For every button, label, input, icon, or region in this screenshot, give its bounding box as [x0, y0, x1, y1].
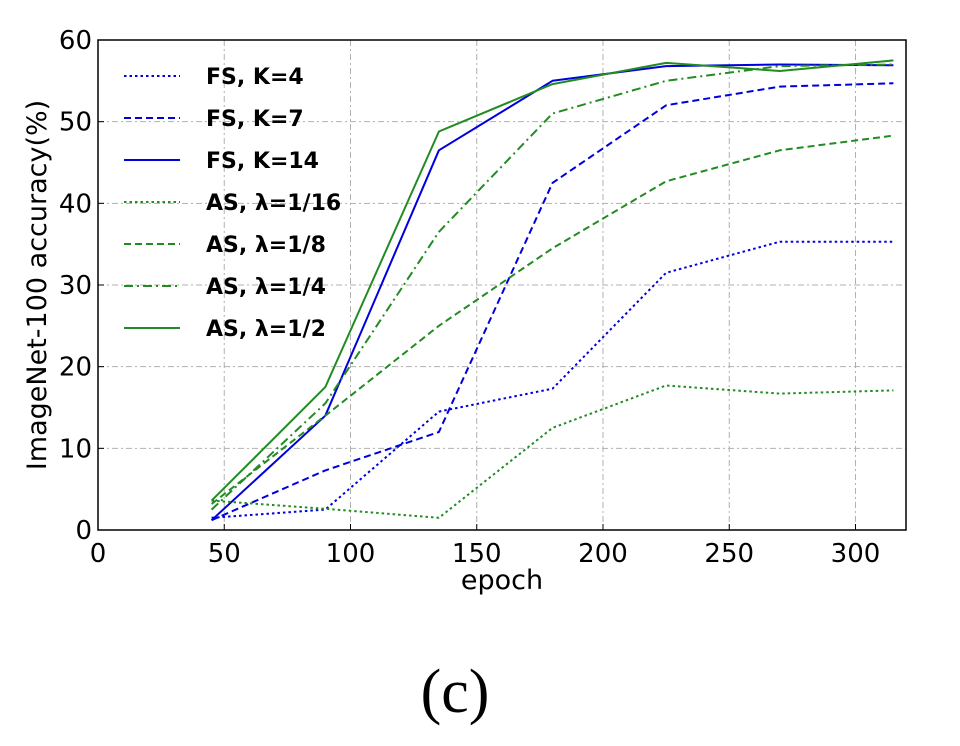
- series-line-2: [211, 82, 894, 522]
- legend-label-2: FS, K=7: [206, 107, 304, 132]
- legend-label-7: AS, λ=1/2: [206, 317, 326, 342]
- figure-caption: (c): [421, 658, 490, 726]
- x-tick-label: 300: [831, 539, 881, 569]
- y-axis-label: ImageNet-100 accuracy(%): [22, 100, 53, 470]
- y-tick-label: 10: [59, 434, 92, 464]
- series-line-1: [211, 240, 894, 519]
- series-line-5: [210, 134, 894, 505]
- y-tick-label: 30: [59, 271, 92, 301]
- legend-label-4: AS, λ=1/16: [206, 191, 341, 216]
- y-tick-label: 50: [59, 108, 92, 138]
- y-tick-label: 60: [59, 26, 92, 56]
- x-tick-label: 250: [704, 539, 754, 569]
- y-tick-label: 20: [59, 353, 92, 383]
- legend-label-6: AS, λ=1/4: [206, 275, 326, 300]
- y-tick-label: 0: [75, 516, 92, 546]
- x-tick-label: 200: [578, 539, 628, 569]
- series-line-4: [211, 384, 894, 519]
- legend-label-3: FS, K=14: [206, 149, 319, 174]
- series-line-7: [210, 59, 894, 502]
- series-lines: [210, 59, 894, 522]
- legend-label-5: AS, λ=1/8: [206, 233, 326, 258]
- x-tick-label: 0: [90, 539, 107, 569]
- x-tick-label: 100: [326, 539, 376, 569]
- axis-ticks: 0 50 100 150 200 250 300 0 10 20 30 40 50 60: [59, 26, 880, 569]
- series-line-6: [210, 63, 894, 511]
- x-tick-label: 50: [208, 539, 241, 569]
- legend-label-1: FS, K=4: [206, 65, 304, 90]
- legend: FS, K=4 FS, K=7 FS, K=14 AS, λ=1/16 AS, λ=1/…: [124, 65, 341, 342]
- x-axis-label: epoch: [461, 565, 543, 596]
- grid-lines: [98, 40, 906, 530]
- y-tick-label: 40: [59, 189, 92, 219]
- x-tick-label: 150: [452, 539, 502, 569]
